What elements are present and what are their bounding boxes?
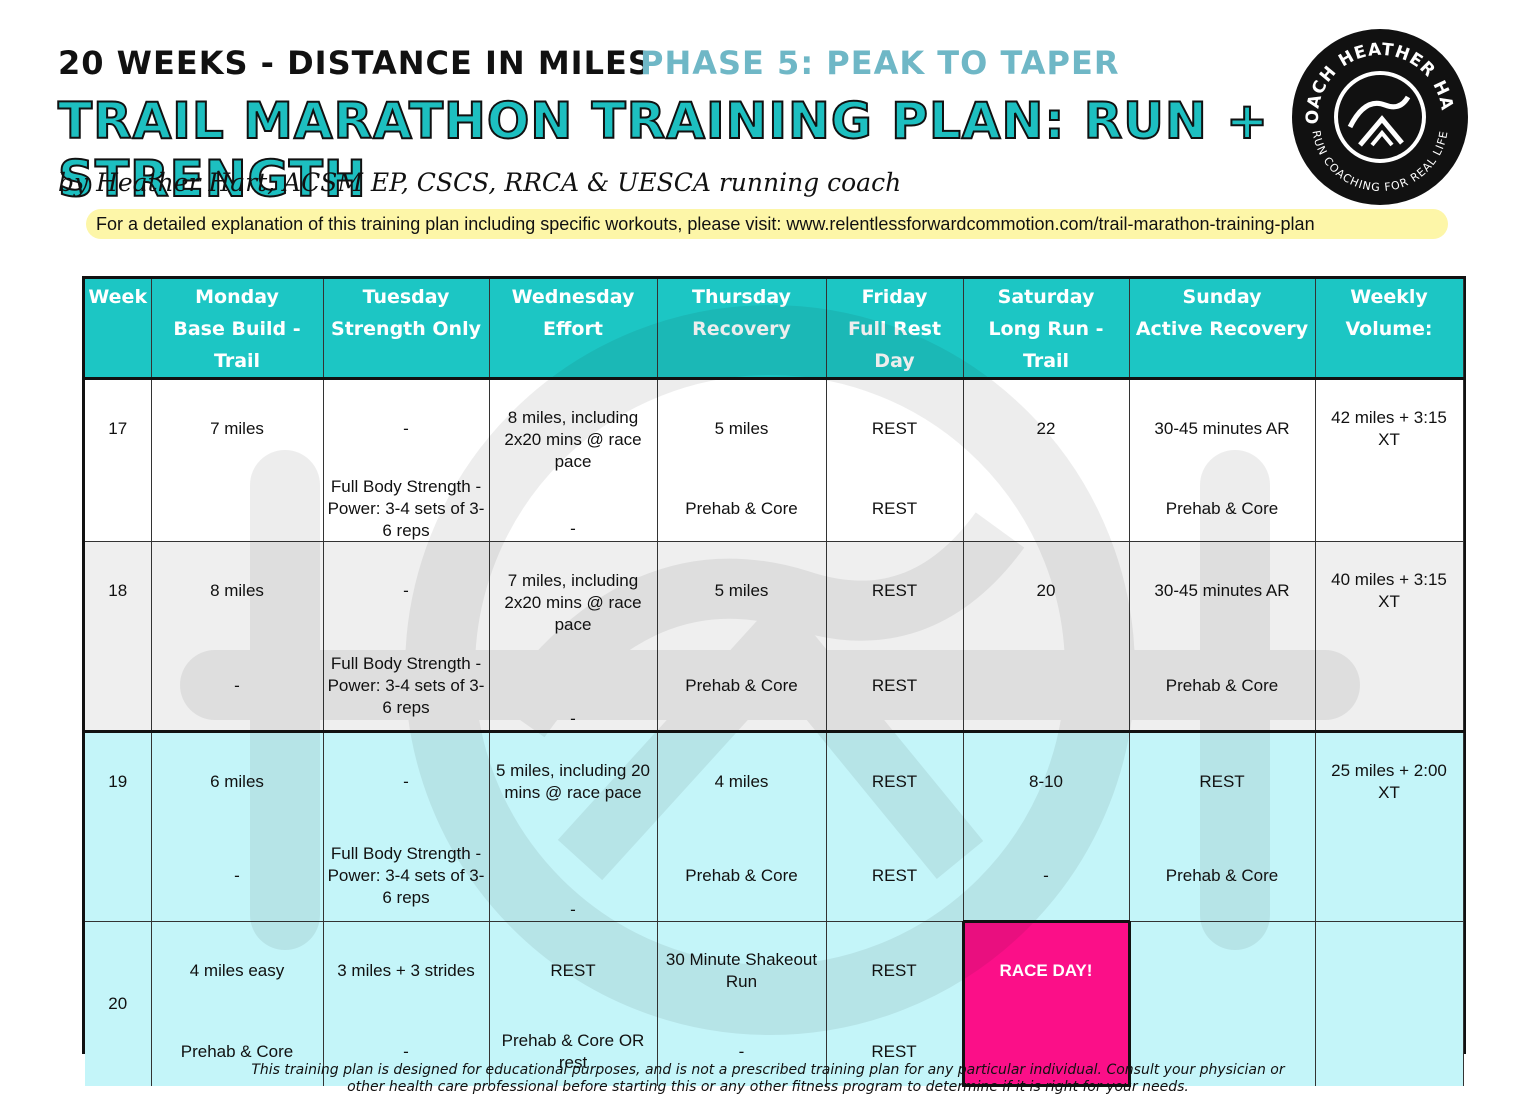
table-row: 18 8 miles - - Full Body Strength - Power:…: [85, 541, 1464, 732]
sunday-cell: 30-45 minutes AR Prehab & Core: [1129, 378, 1316, 542]
col-header-friday: Friday Full Rest Day: [826, 279, 964, 380]
race-day-cell: RACE DAY!: [961, 920, 1131, 1087]
page-title: TRAIL MARATHON TRAINING PLAN: RUN + STRE…: [57, 91, 1270, 209]
friday-cell: REST REST: [826, 541, 964, 732]
saturday-cell: 22: [963, 378, 1130, 542]
monday-cell: 7 miles: [151, 378, 324, 542]
table-row: 20 4 miles easy Prehab & Core 3 miles + 3…: [85, 920, 1464, 1087]
tuesday-cell: - Full Body Strength - Power: 3-4 sets of…: [323, 731, 490, 922]
week-cell: 18: [85, 541, 152, 732]
table-row: 17 7 miles - Full Body Strength - Power: …: [85, 378, 1464, 542]
week-cell: 17: [85, 378, 152, 542]
phase-label: PHASE 5: PEAK TO TAPER: [640, 44, 1120, 82]
sunday-cell: REST Prehab & Core: [1129, 731, 1316, 922]
volume-cell: 25 miles + 2:00 XT: [1315, 731, 1464, 922]
volume-cell: 42 miles + 3:15 XT: [1315, 378, 1464, 542]
weeks-label: 20 WEEKS - DISTANCE IN MILES: [58, 44, 652, 82]
col-header-wednesday: Wednesday Effort: [489, 279, 658, 380]
thursday-cell: 4 miles Prehab & Core: [657, 731, 827, 922]
friday-cell: REST REST: [826, 378, 964, 542]
wednesday-cell: 5 miles, including 20 mins @ race pace -: [489, 731, 658, 922]
tuesday-cell: 3 miles + 3 strides -: [323, 921, 490, 1086]
disclaimer: This training plan is designed for educa…: [251, 1062, 1285, 1095]
col-header-saturday: Saturday Long Run - Trail: [963, 279, 1130, 380]
monday-cell: 8 miles -: [151, 541, 324, 732]
col-header-volume: Weekly Volume:: [1315, 279, 1464, 380]
table-row: 19 6 miles - - Full Body Strength - Power:…: [85, 731, 1464, 922]
sunday-cell: [1129, 921, 1316, 1086]
tuesday-cell: - Full Body Strength - Power: 3-4 sets of…: [323, 378, 490, 542]
week-cell: 20: [85, 921, 152, 1086]
thursday-cell: 5 miles Prehab & Core: [657, 378, 827, 542]
saturday-cell: 20: [963, 541, 1130, 732]
coach-logo: COACH HEATHER HART RUN COACHING FOR REAL…: [1290, 27, 1468, 205]
col-header-monday: Monday Base Build - Trail: [151, 279, 324, 380]
col-header-thursday: Thursday Recovery: [657, 279, 827, 380]
tuesday-cell: - Full Body Strength - Power: 3-4 sets of…: [323, 541, 490, 732]
volume-cell: 40 miles + 3:15 XT: [1315, 541, 1464, 732]
col-header-week: Week: [85, 279, 152, 380]
monday-cell: 4 miles easy Prehab & Core: [151, 921, 324, 1086]
table-header-row: Week Monday Base Build - Trail Tuesday Str…: [85, 279, 1464, 380]
wednesday-cell: 8 miles, including 2x20 mins @ race pace…: [489, 378, 658, 542]
col-header-tuesday: Tuesday Strength Only: [323, 279, 490, 380]
volume-cell: [1315, 921, 1464, 1086]
monday-cell: 6 miles -: [151, 731, 324, 922]
week-cell: 19: [85, 731, 152, 922]
wednesday-cell: 7 miles, including 2x20 mins @ race pace…: [489, 541, 658, 732]
author-byline: by Heather Hart, ACSM EP, CSCS, RRCA & U…: [58, 168, 902, 197]
info-note: For a detailed explanation of this train…: [86, 209, 1448, 239]
thursday-cell: 30 Minute Shakeout Run -: [657, 921, 827, 1086]
saturday-cell: 8-10-: [963, 731, 1130, 922]
sunday-cell: 30-45 minutes AR Prehab & Core: [1129, 541, 1316, 732]
friday-cell: REST REST: [826, 731, 964, 922]
thursday-cell: 5 miles Prehab & Core: [657, 541, 827, 732]
training-plan-table: Week Monday Base Build - Trail Tuesday Str…: [82, 276, 1466, 1087]
col-header-sunday: Sunday Active Recovery: [1129, 279, 1316, 380]
friday-cell: REST REST: [826, 921, 964, 1086]
wednesday-cell: REST Prehab & Core OR rest: [489, 921, 658, 1086]
